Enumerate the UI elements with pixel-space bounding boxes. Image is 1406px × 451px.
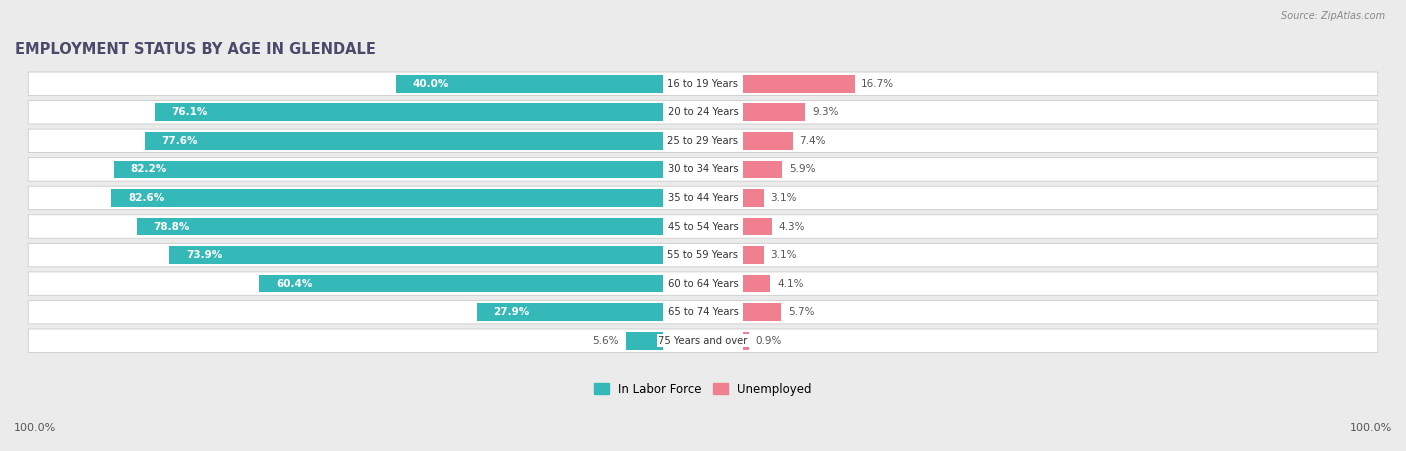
FancyBboxPatch shape bbox=[28, 215, 1378, 238]
Text: 7.4%: 7.4% bbox=[799, 136, 825, 146]
Text: EMPLOYMENT STATUS BY AGE IN GLENDALE: EMPLOYMENT STATUS BY AGE IN GLENDALE bbox=[15, 42, 375, 57]
Text: 76.1%: 76.1% bbox=[172, 107, 208, 117]
Text: 60 to 64 Years: 60 to 64 Years bbox=[668, 279, 738, 289]
Bar bbox=[136, 218, 662, 235]
Bar bbox=[395, 75, 662, 92]
FancyBboxPatch shape bbox=[28, 300, 1378, 324]
Bar bbox=[744, 332, 749, 350]
Text: 16 to 19 Years: 16 to 19 Years bbox=[668, 79, 738, 89]
Bar bbox=[744, 218, 772, 235]
Bar bbox=[260, 275, 662, 292]
Text: 82.6%: 82.6% bbox=[128, 193, 165, 203]
Text: 73.9%: 73.9% bbox=[186, 250, 222, 260]
Bar bbox=[744, 103, 806, 121]
Bar bbox=[145, 132, 662, 150]
Text: 82.2%: 82.2% bbox=[131, 165, 167, 175]
Bar bbox=[477, 304, 662, 321]
Text: 78.8%: 78.8% bbox=[153, 221, 190, 231]
Bar bbox=[744, 75, 855, 92]
Text: 55 to 59 Years: 55 to 59 Years bbox=[668, 250, 738, 260]
Bar bbox=[744, 275, 770, 292]
FancyBboxPatch shape bbox=[28, 186, 1378, 210]
Bar bbox=[169, 246, 662, 264]
Text: 5.6%: 5.6% bbox=[592, 336, 619, 346]
Bar bbox=[111, 189, 662, 207]
Bar bbox=[744, 246, 763, 264]
Text: 9.3%: 9.3% bbox=[811, 107, 838, 117]
Bar bbox=[744, 304, 782, 321]
FancyBboxPatch shape bbox=[28, 244, 1378, 267]
Bar bbox=[155, 103, 662, 121]
Text: 75 Years and over: 75 Years and over bbox=[658, 336, 748, 346]
Text: 40.0%: 40.0% bbox=[412, 79, 449, 89]
Text: 5.9%: 5.9% bbox=[789, 165, 815, 175]
Text: 5.7%: 5.7% bbox=[787, 307, 814, 317]
Text: 27.9%: 27.9% bbox=[494, 307, 530, 317]
Text: 100.0%: 100.0% bbox=[14, 423, 56, 433]
Text: Source: ZipAtlas.com: Source: ZipAtlas.com bbox=[1281, 11, 1385, 21]
FancyBboxPatch shape bbox=[28, 72, 1378, 96]
Text: 65 to 74 Years: 65 to 74 Years bbox=[668, 307, 738, 317]
Text: 100.0%: 100.0% bbox=[1350, 423, 1392, 433]
Text: 3.1%: 3.1% bbox=[770, 250, 797, 260]
FancyBboxPatch shape bbox=[28, 158, 1378, 181]
Text: 35 to 44 Years: 35 to 44 Years bbox=[668, 193, 738, 203]
Bar bbox=[744, 161, 783, 178]
FancyBboxPatch shape bbox=[28, 272, 1378, 295]
FancyBboxPatch shape bbox=[28, 329, 1378, 352]
Text: 16.7%: 16.7% bbox=[862, 79, 894, 89]
Text: 45 to 54 Years: 45 to 54 Years bbox=[668, 221, 738, 231]
Text: 77.6%: 77.6% bbox=[162, 136, 198, 146]
Legend: In Labor Force, Unemployed: In Labor Force, Unemployed bbox=[589, 378, 817, 400]
FancyBboxPatch shape bbox=[28, 129, 1378, 152]
Text: 60.4%: 60.4% bbox=[276, 279, 312, 289]
FancyBboxPatch shape bbox=[28, 101, 1378, 124]
Bar bbox=[744, 189, 763, 207]
Bar bbox=[626, 332, 662, 350]
Bar bbox=[744, 132, 793, 150]
Text: 30 to 34 Years: 30 to 34 Years bbox=[668, 165, 738, 175]
Text: 3.1%: 3.1% bbox=[770, 193, 797, 203]
Bar bbox=[114, 161, 662, 178]
Text: 4.1%: 4.1% bbox=[778, 279, 804, 289]
Text: 0.9%: 0.9% bbox=[756, 336, 782, 346]
Text: 4.3%: 4.3% bbox=[779, 221, 806, 231]
Text: 20 to 24 Years: 20 to 24 Years bbox=[668, 107, 738, 117]
Text: 25 to 29 Years: 25 to 29 Years bbox=[668, 136, 738, 146]
